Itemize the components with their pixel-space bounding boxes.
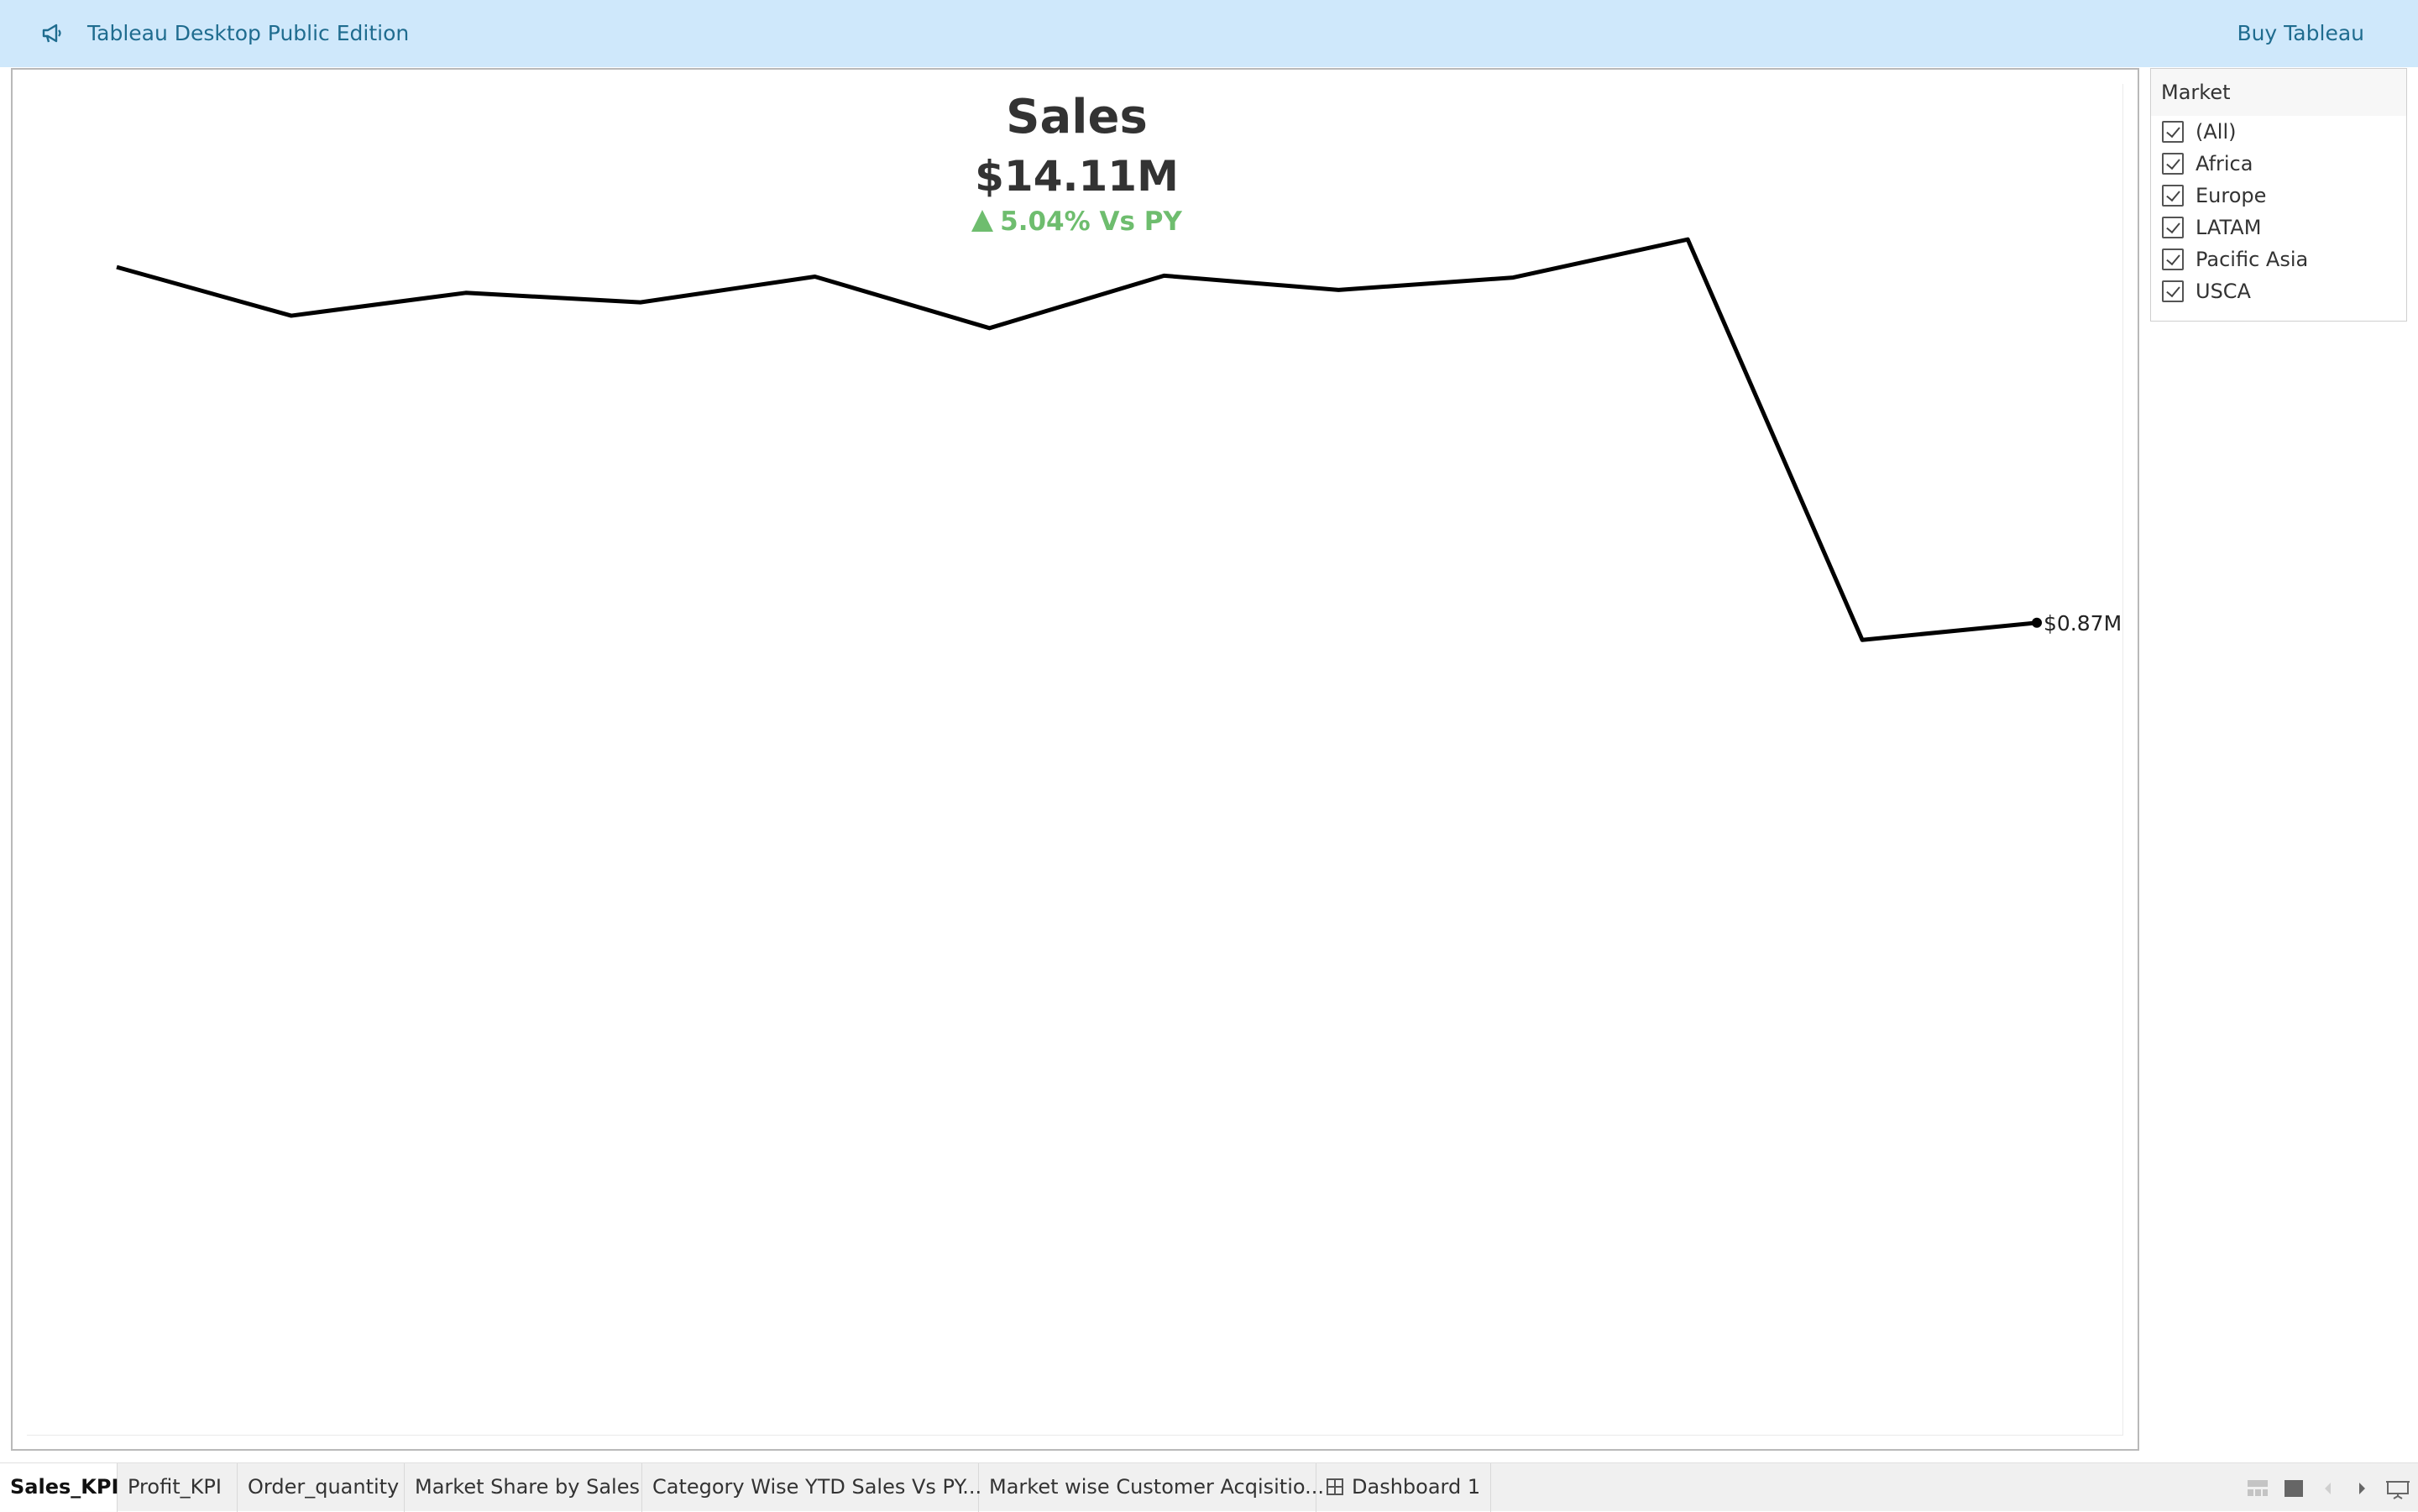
sheet-tab-label: Dashboard 1 bbox=[1352, 1475, 1481, 1499]
sheet-tab[interactable]: Category Wise YTD Sales Vs PY... bbox=[642, 1463, 982, 1512]
end-value-label: $0.87M bbox=[2044, 611, 2122, 636]
megaphone-icon[interactable] bbox=[40, 22, 64, 45]
sales-line-chart[interactable]: $0.87M bbox=[13, 70, 2141, 1452]
sheet-tab-label: Order_quantity bbox=[248, 1475, 400, 1499]
checkbox[interactable] bbox=[2162, 280, 2184, 302]
sheet-tab-label: Profit_KPI bbox=[128, 1475, 222, 1499]
filter-item-label: LATAM bbox=[2196, 216, 2262, 239]
filter-item-label: (All) bbox=[2196, 120, 2237, 144]
sheet-tab-label: Sales_KPI bbox=[10, 1475, 119, 1499]
filter-item[interactable]: Europe bbox=[2151, 180, 2406, 212]
sheet-tab-label: Market Share by Sales bbox=[415, 1475, 640, 1499]
filter-item[interactable]: USCA bbox=[2151, 275, 2406, 307]
app-title: Tableau Desktop Public Edition bbox=[87, 21, 410, 45]
checkbox[interactable] bbox=[2162, 121, 2184, 143]
buy-tableau-link[interactable]: Buy Tableau bbox=[2237, 21, 2364, 45]
sheet-tab-label: Market wise Customer Acqisitio... bbox=[989, 1475, 1325, 1499]
market-filter: Market (All) Africa Europe LATAM Pacific Asi… bbox=[2150, 68, 2407, 322]
checkbox[interactable] bbox=[2162, 249, 2184, 270]
sheet-tab[interactable]: Dashboard 1 bbox=[1316, 1463, 1491, 1512]
filter-title: Market bbox=[2151, 69, 2406, 116]
filter-item[interactable]: Pacific Asia bbox=[2151, 243, 2406, 275]
filter-list: (All) Africa Europe LATAM Pacific Asia USCA bbox=[2151, 116, 2406, 307]
checkbox[interactable] bbox=[2162, 217, 2184, 238]
filter-item[interactable]: (All) bbox=[2151, 116, 2406, 148]
filter-item-label: Africa bbox=[2196, 152, 2253, 175]
filter-item-label: USCA bbox=[2196, 280, 2251, 303]
sheet-tab[interactable]: Order_quantity bbox=[238, 1463, 405, 1512]
sales-series-line[interactable] bbox=[116, 237, 2038, 642]
kpi-value: $14.11M bbox=[975, 152, 1179, 201]
sheet-tab-bar: Sales_KPI Profit_KPI Order_quantity Market … bbox=[0, 1462, 2418, 1512]
sheet-tab[interactable]: Market wise Customer Acqisitio... bbox=[979, 1463, 1324, 1512]
view-area bbox=[27, 84, 2123, 1436]
top-bar: Tableau Desktop Public Edition Buy Table… bbox=[0, 0, 2418, 67]
sheet-tab[interactable]: Profit_KPI bbox=[118, 1463, 238, 1512]
show-tabs-icon[interactable] bbox=[2284, 1479, 2304, 1498]
checkbox[interactable] bbox=[2162, 153, 2184, 175]
filter-item-label: Pacific Asia bbox=[2196, 248, 2309, 271]
triangle-up-icon bbox=[971, 210, 994, 232]
previous-tab-icon[interactable] bbox=[2322, 1479, 2334, 1498]
sheet-tab-label: Category Wise YTD Sales Vs PY... bbox=[652, 1475, 982, 1499]
filter-item[interactable]: LATAM bbox=[2151, 212, 2406, 243]
worksheet-canvas: Sales $14.11M 5.04% Vs PY $0.87M bbox=[11, 68, 2139, 1451]
kpi-change-text: 5.04% Vs PY bbox=[1000, 207, 1182, 237]
filter-item-label: Europe bbox=[2196, 184, 2267, 207]
last-point-marker[interactable] bbox=[2032, 617, 2042, 628]
sheet-tab[interactable]: Sales_KPI bbox=[0, 1463, 118, 1512]
sheet-tab[interactable]: Market Share by Sales bbox=[405, 1463, 642, 1512]
kpi-title: Sales bbox=[1006, 90, 1148, 144]
show-sheet-sorter-icon[interactable] bbox=[2247, 1479, 2269, 1498]
presentation-mode-icon[interactable] bbox=[2386, 1479, 2410, 1499]
checkbox[interactable] bbox=[2162, 185, 2184, 207]
kpi-change: 5.04% Vs PY bbox=[13, 204, 2141, 239]
filter-item[interactable]: Africa bbox=[2151, 148, 2406, 180]
next-tab-icon[interactable] bbox=[2356, 1479, 2368, 1498]
dashboard-grid-icon bbox=[1327, 1478, 1343, 1495]
